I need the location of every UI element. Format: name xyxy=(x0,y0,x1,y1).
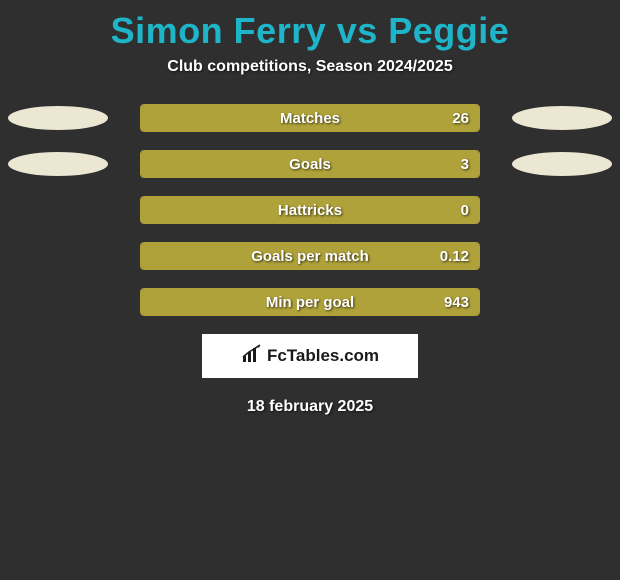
page-title: Simon Ferry vs Peggie xyxy=(0,0,620,58)
stat-bar: Hattricks0 xyxy=(140,196,480,224)
stat-row: Goals per match0.12 xyxy=(0,242,620,270)
stat-bar: Goals3 xyxy=(140,150,480,178)
stat-value: 26 xyxy=(452,105,469,132)
player-ellipse-right xyxy=(512,106,612,130)
logo-text: FcTables.com xyxy=(267,346,379,366)
player-ellipse-left xyxy=(8,106,108,130)
stat-bar: Goals per match0.12 xyxy=(140,242,480,270)
player-ellipse-left xyxy=(8,152,108,176)
date-line: 18 february 2025 xyxy=(0,398,620,416)
stat-row: Goals3 xyxy=(0,150,620,178)
player-ellipse-right xyxy=(512,152,612,176)
stat-row: Matches26 xyxy=(0,104,620,132)
stat-row: Min per goal943 xyxy=(0,288,620,316)
stat-value: 0.12 xyxy=(440,243,469,270)
stat-value: 943 xyxy=(444,289,469,316)
chart-icon xyxy=(241,344,263,369)
stat-label: Matches xyxy=(141,105,479,132)
stat-row: Hattricks0 xyxy=(0,196,620,224)
stat-value: 3 xyxy=(461,151,469,178)
comparison-bars: Matches26 Goals3 Hattricks0 Goals per match… xyxy=(0,104,620,316)
subtitle: Club competitions, Season 2024/2025 xyxy=(0,58,620,104)
stat-bar: Min per goal943 xyxy=(140,288,480,316)
stat-label: Goals xyxy=(141,151,479,178)
logo-box: FcTables.com xyxy=(202,334,418,378)
stat-value: 0 xyxy=(461,197,469,224)
stat-label: Goals per match xyxy=(141,243,479,270)
stat-bar: Matches26 xyxy=(140,104,480,132)
stat-label: Min per goal xyxy=(141,289,479,316)
stat-label: Hattricks xyxy=(141,197,479,224)
